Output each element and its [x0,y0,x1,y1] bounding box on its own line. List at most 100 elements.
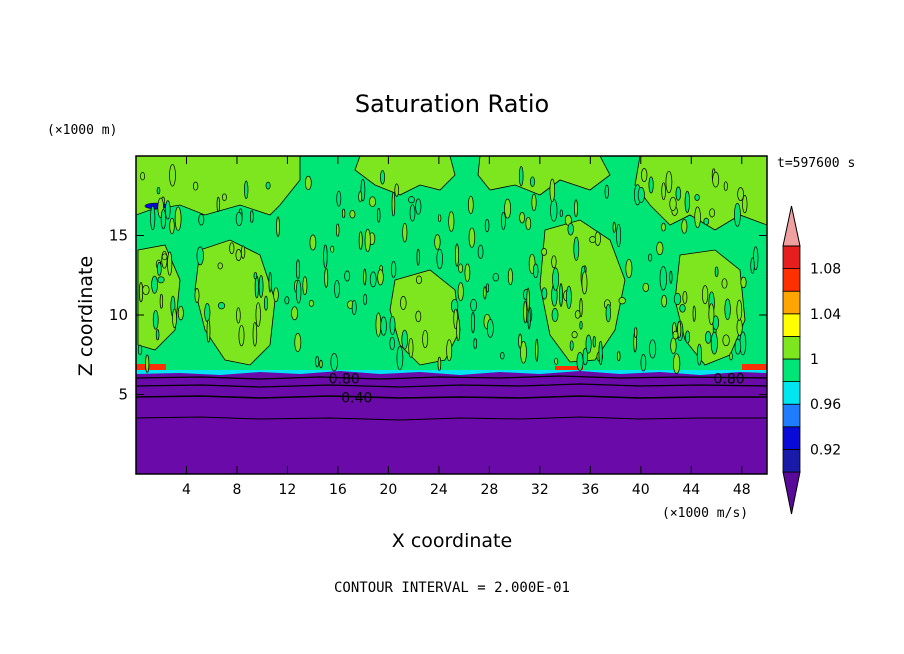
contour-field [136,156,767,474]
y-axis-unit: (×1000 m) [47,123,117,138]
contour-blob [402,222,408,243]
contour-blob [389,315,396,335]
contour-blob [291,306,299,321]
contour-blob [140,172,146,181]
contour-blob [409,204,416,222]
contour-blob [684,190,690,213]
contour-blob [396,346,404,370]
contour-blob [434,234,441,250]
contour-blob [672,353,681,374]
contour-blob [682,290,688,304]
contour-blob [659,266,667,291]
contour-blob [258,274,264,298]
contour-blob [525,216,532,231]
contour-blob [263,295,269,311]
contour-blob [415,310,422,323]
contour-blob [302,276,308,296]
x-tick-label: 4 [182,482,191,498]
contour-blob [573,236,580,261]
contour-blob [284,296,290,305]
contour-blob [737,187,744,201]
contour-blob [137,344,143,356]
contour-blob [740,276,747,289]
contour-blob [369,196,376,208]
contour-blob [161,253,168,261]
colorbar-segment [782,313,801,337]
contour-blob [436,248,443,269]
y-tick-label: 15 [109,227,128,245]
contour-blob [681,219,688,234]
contour-blob [390,260,397,278]
contour-line [136,416,767,421]
contour-blob [708,303,715,325]
contour-texture [137,164,759,374]
contour-blob [155,329,160,341]
contour-blob [576,351,584,371]
contour-blob [145,354,150,373]
contour-blob [520,341,527,364]
contour-blob [661,294,667,308]
contour-blob [422,329,429,349]
contour-blob [380,316,387,336]
x-tick-label: 48 [733,482,751,498]
contour-blob [714,266,719,277]
contour-blob [701,285,709,305]
contour-blob [477,244,484,259]
contour-blob [551,308,559,322]
contour-blob [336,190,342,207]
contour-blob [437,356,442,371]
contour-blob [308,300,314,307]
contour-blob [661,222,666,232]
x-tick-label: 44 [682,482,700,498]
contour-blob [204,303,211,323]
contour-blob [722,334,730,347]
contour-blob [295,259,301,280]
contour-blob [618,297,626,305]
contour-blob [519,212,525,224]
contour-line [136,395,767,399]
contour-blob [612,221,616,233]
contour-blob [723,181,728,192]
x-axis-unit: (×1000 m/s) [662,506,748,521]
contour-blob [240,245,246,259]
colorbar-segment [782,426,801,450]
contour-blob [523,300,528,324]
contour-blob [174,206,182,231]
contour-blob [244,180,249,199]
contour-blob [492,272,499,282]
contour-blob [579,298,583,318]
contour-blob [592,335,596,348]
contour-blob [712,171,720,188]
contour-blob [559,283,563,307]
contour-blob [238,324,245,347]
contour-blob [541,248,548,256]
contour-blob [710,331,718,355]
contour-blob [273,287,279,303]
contour-blob [616,223,622,248]
colorbar-segment [782,403,801,428]
contour-blob [389,336,395,351]
contour-blob [507,268,513,286]
contour-blob [641,168,648,183]
contour-blob [349,210,356,219]
contour-blob [334,279,340,299]
time-label: t=597600 s [777,156,855,171]
contour-blob [206,319,211,343]
contour-blob [364,228,371,253]
contour-blob [485,283,490,293]
colorbar-segment [782,245,801,270]
contour-labels: 0.80 0.40 0.80 [329,372,745,407]
contour-blob [358,231,363,250]
contour-blob [330,353,338,372]
contour-blob [649,339,657,359]
contour-blob [729,352,733,361]
contour-blob [455,243,459,267]
contour-blob [567,222,574,236]
contour-blob [377,269,384,286]
contour-blob [268,271,272,293]
contour-blob [661,182,666,201]
contour-blob [335,223,340,237]
contour-blob [473,338,478,350]
contour-blob [401,329,408,350]
